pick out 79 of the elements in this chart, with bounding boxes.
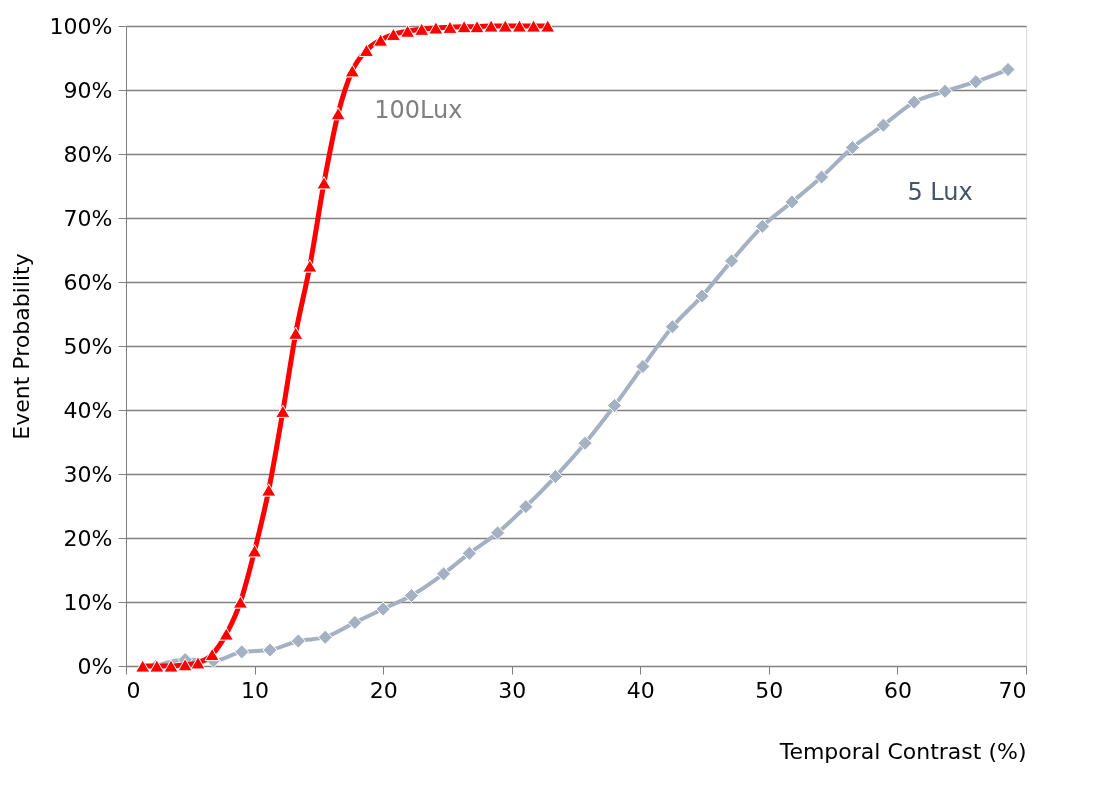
y-tick-label: 100% bbox=[49, 13, 113, 39]
x-tick-label: 50 bbox=[755, 677, 784, 703]
point bbox=[694, 288, 710, 304]
point bbox=[400, 24, 416, 38]
point bbox=[875, 117, 891, 133]
point bbox=[1000, 61, 1016, 78]
point bbox=[577, 435, 593, 451]
x-tick-label: 0 bbox=[126, 677, 141, 703]
point bbox=[344, 64, 360, 78]
point bbox=[317, 629, 333, 645]
point bbox=[518, 499, 534, 515]
point bbox=[497, 19, 513, 33]
y-tick-label: 90% bbox=[63, 77, 113, 103]
y-tick-label: 20% bbox=[63, 525, 113, 551]
point bbox=[375, 601, 391, 617]
x-axis-title: Temporal Contrast (%) bbox=[778, 738, 1027, 764]
point bbox=[290, 633, 306, 649]
point bbox=[262, 642, 278, 658]
point bbox=[635, 358, 651, 375]
point bbox=[204, 647, 220, 662]
x-tick-label: 70 bbox=[998, 677, 1027, 703]
point bbox=[483, 19, 499, 33]
y-tick-label: 0% bbox=[77, 653, 113, 679]
point bbox=[607, 397, 623, 414]
x-tick-label: 60 bbox=[883, 677, 912, 703]
point bbox=[358, 43, 374, 57]
y-tick-label: 60% bbox=[63, 269, 113, 295]
point bbox=[469, 20, 485, 34]
point bbox=[511, 19, 527, 33]
point bbox=[968, 74, 984, 90]
point bbox=[526, 19, 542, 33]
y-tick-label: 10% bbox=[63, 589, 113, 615]
x-tick-label: 30 bbox=[498, 677, 527, 703]
y-tick-label: 30% bbox=[63, 461, 113, 487]
point bbox=[288, 326, 304, 340]
point bbox=[664, 319, 680, 335]
point bbox=[906, 94, 922, 110]
point bbox=[547, 468, 563, 485]
x-tick-label: 10 bbox=[241, 677, 270, 703]
point bbox=[442, 20, 458, 34]
x-tick-label: 20 bbox=[369, 677, 398, 703]
point bbox=[177, 658, 193, 672]
point bbox=[436, 566, 452, 582]
point bbox=[724, 253, 740, 269]
point bbox=[261, 483, 277, 497]
point bbox=[461, 545, 477, 561]
point bbox=[234, 644, 250, 660]
point bbox=[456, 20, 472, 34]
point bbox=[373, 33, 389, 47]
point bbox=[490, 525, 506, 541]
point bbox=[316, 176, 332, 190]
point bbox=[190, 656, 206, 670]
point bbox=[330, 107, 346, 121]
point bbox=[937, 83, 953, 99]
y-tick-label: 50% bbox=[63, 333, 113, 359]
point bbox=[844, 140, 860, 156]
point bbox=[163, 659, 179, 673]
point bbox=[540, 19, 556, 33]
x-tick-label: 40 bbox=[626, 677, 655, 703]
y-tick-label: 40% bbox=[63, 397, 113, 423]
point bbox=[784, 194, 800, 210]
series-label: 100Lux bbox=[374, 95, 463, 124]
point bbox=[302, 259, 318, 273]
y-axis-title: Event Probability bbox=[8, 253, 34, 440]
point bbox=[218, 627, 234, 641]
point bbox=[275, 404, 291, 418]
point bbox=[414, 22, 430, 36]
point bbox=[814, 169, 830, 185]
point bbox=[403, 588, 419, 604]
point bbox=[247, 544, 263, 558]
y-tick-label: 70% bbox=[63, 205, 113, 231]
point bbox=[428, 21, 444, 35]
text: 5 Lux bbox=[907, 177, 973, 206]
point bbox=[135, 659, 151, 673]
point bbox=[347, 614, 363, 631]
y-tick-label: 80% bbox=[63, 141, 113, 167]
point bbox=[232, 595, 248, 609]
point bbox=[385, 27, 401, 41]
point bbox=[754, 218, 770, 234]
